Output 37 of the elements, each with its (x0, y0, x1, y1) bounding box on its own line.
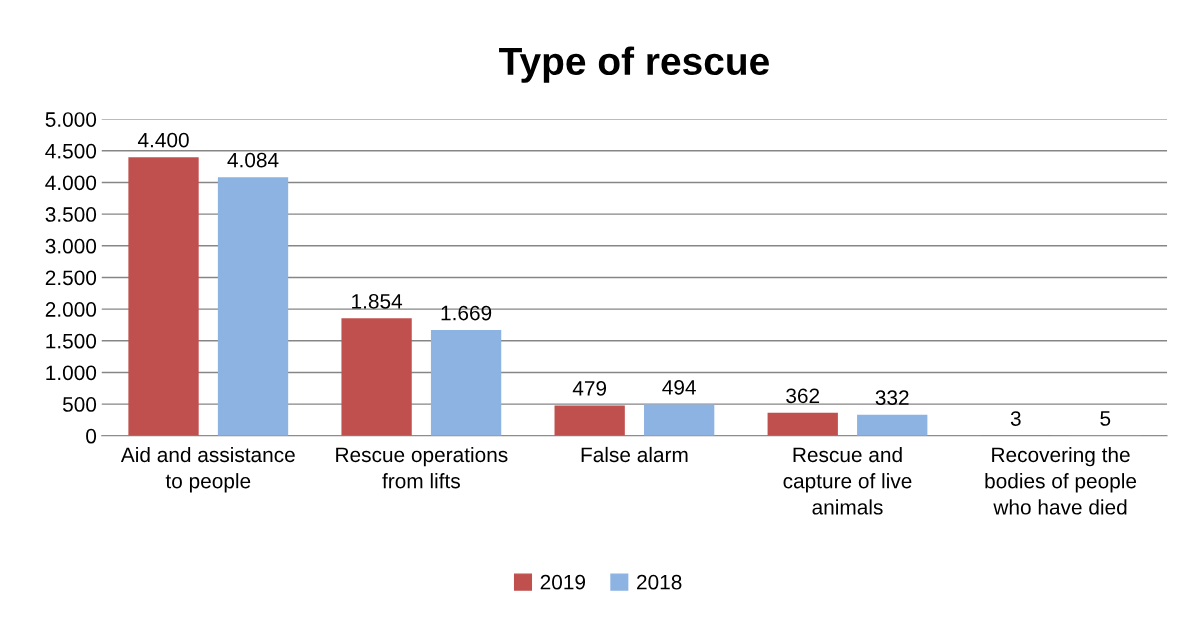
y-tick-label: 5.000 (45, 112, 97, 127)
bar (644, 404, 715, 436)
x-tick-label: Rescue and capture of live animals (783, 446, 912, 515)
x-tick-label: Aid and assistance to people (120, 446, 295, 493)
data-label: 4.084 (227, 152, 279, 168)
data-label: 1.669 (441, 305, 492, 321)
x-tick-label: Recovering the bodies of people who have died (985, 446, 1137, 515)
bar (128, 157, 199, 436)
y-tick-label: 1.500 (46, 333, 97, 349)
bar (430, 330, 502, 436)
y-tick-label: 4.500 (45, 143, 97, 159)
y-tick-label: 500 (62, 397, 97, 412)
legend-label: 2018 (637, 574, 682, 590)
x-tick-label: Rescue operations from lifts (336, 446, 508, 489)
y-tick-label: 4.000 (45, 175, 97, 191)
data-label: 362 (786, 388, 820, 404)
x-tick-label: False alarm (581, 446, 688, 463)
data-label: 332 (875, 390, 909, 406)
chart-title: Type of rescue (499, 46, 769, 83)
y-tick-label: 3.000 (45, 238, 97, 254)
data-label: 494 (662, 380, 696, 395)
data-label: 3 (1010, 411, 1021, 426)
data-label: 4.400 (137, 132, 189, 148)
y-tick-label: 1.000 (46, 365, 97, 381)
bar (554, 405, 625, 436)
data-label: 5 (1100, 411, 1111, 426)
y-tick-label: 2.500 (45, 270, 97, 286)
data-label: 1.854 (352, 293, 403, 309)
bar (767, 412, 838, 436)
legend-label: 2019 (540, 574, 586, 590)
y-tick-label: 3.500 (45, 207, 97, 222)
bar (857, 414, 928, 436)
bar (217, 177, 289, 436)
bar (341, 318, 412, 436)
y-tick-label: 0 (86, 428, 97, 444)
data-label: 479 (572, 381, 607, 396)
y-tick-label: 2.000 (45, 302, 97, 317)
